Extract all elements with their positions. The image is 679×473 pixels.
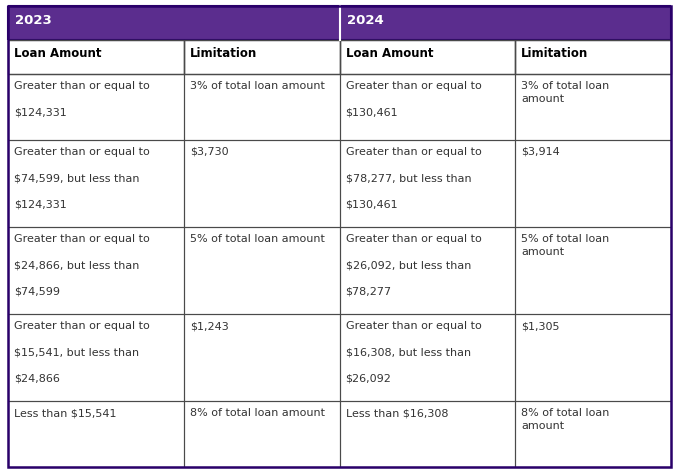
Bar	[340, 40, 515, 74]
Bar	[8, 74, 184, 140]
Text: Loan Amount: Loan Amount	[14, 47, 101, 60]
Text: 2024: 2024	[346, 14, 383, 27]
Bar	[515, 227, 671, 314]
Bar	[340, 314, 515, 401]
Bar	[184, 74, 340, 140]
Text: Greater than or equal to
 
$78,277, but less than
 
$130,461: Greater than or equal to $78,277, but le…	[346, 147, 481, 210]
Text: Greater than or equal to
 
$26,092, but less than
 
$78,277: Greater than or equal to $26,092, but le…	[346, 234, 481, 297]
Text: Greater than or equal to
 
$16,308, but less than
 
$26,092: Greater than or equal to $16,308, but le…	[346, 321, 481, 384]
Bar	[8, 227, 184, 314]
Text: Greater than or equal to
 
$124,331: Greater than or equal to $124,331	[14, 81, 150, 117]
Bar	[184, 401, 340, 467]
Text: $3,730: $3,730	[189, 147, 228, 157]
Text: 2023: 2023	[15, 14, 52, 27]
Text: 3% of total loan
amount: 3% of total loan amount	[521, 81, 610, 104]
Bar	[8, 314, 184, 401]
Text: 5% of total loan
amount: 5% of total loan amount	[521, 234, 610, 257]
Text: Greater than or equal to
 
$130,461: Greater than or equal to $130,461	[346, 81, 481, 117]
Text: 3% of total loan amount: 3% of total loan amount	[189, 81, 325, 91]
Text: Loan Amount: Loan Amount	[346, 47, 433, 60]
Text: Greater than or equal to
 
$74,599, but less than
 
$124,331: Greater than or equal to $74,599, but le…	[14, 147, 150, 210]
Bar	[184, 227, 340, 314]
Text: Less than $15,541: Less than $15,541	[14, 408, 117, 418]
Text: Limitation: Limitation	[521, 47, 589, 60]
Text: $1,305: $1,305	[521, 321, 559, 331]
Text: Greater than or equal to
 
$24,866, but less than
 
$74,599: Greater than or equal to $24,866, but le…	[14, 234, 150, 297]
Bar	[340, 227, 515, 314]
Bar	[340, 74, 515, 140]
Bar	[8, 140, 184, 227]
Bar	[340, 401, 515, 467]
Bar	[515, 401, 671, 467]
Text: 5% of total loan amount: 5% of total loan amount	[189, 234, 325, 244]
Text: Greater than or equal to
 
$15,541, but less than
 
$24,866: Greater than or equal to $15,541, but le…	[14, 321, 150, 384]
Text: 8% of total loan amount: 8% of total loan amount	[189, 408, 325, 418]
Bar	[184, 140, 340, 227]
Bar	[184, 314, 340, 401]
Bar	[515, 40, 671, 74]
Bar	[8, 40, 184, 74]
Bar	[515, 314, 671, 401]
Bar	[8, 401, 184, 467]
Text: Limitation: Limitation	[189, 47, 257, 60]
Text: $3,914: $3,914	[521, 147, 560, 157]
Bar	[184, 40, 340, 74]
Bar	[340, 6, 671, 40]
Text: $1,243: $1,243	[189, 321, 228, 331]
Text: 8% of total loan
amount: 8% of total loan amount	[521, 408, 610, 431]
Bar	[340, 140, 515, 227]
Bar	[515, 74, 671, 140]
Text: Less than $16,308: Less than $16,308	[346, 408, 448, 418]
Bar	[8, 6, 340, 40]
Bar	[515, 140, 671, 227]
